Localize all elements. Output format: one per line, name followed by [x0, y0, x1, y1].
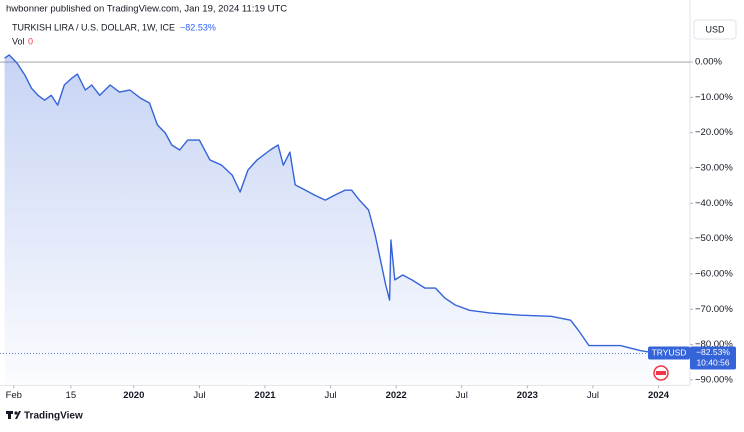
currency-box[interactable] [693, 19, 737, 40]
vol-value: 0 [28, 36, 33, 46]
x-tick-label: Jul [193, 390, 205, 401]
x-tick-label: 15 [66, 390, 77, 401]
y-tick-label: −60.00% [695, 268, 733, 279]
x-tick-label: 2023 [517, 390, 538, 401]
x-tick-label: 2024 [648, 390, 670, 401]
y-tick-label: −70.00% [695, 304, 733, 315]
y-tick-label: 0.00% [695, 57, 722, 68]
legend-change: −82.53% [180, 22, 216, 32]
y-tick-label: −20.00% [695, 127, 733, 138]
flag-icon-band [656, 371, 666, 375]
price-line [4, 54, 666, 355]
vol-label: Vol [12, 36, 25, 46]
y-tick-label: −90.00% [695, 374, 733, 385]
footer-brand: TradingView [24, 411, 83, 422]
publish-header: hwbonner published on TradingView.com, J… [6, 4, 287, 15]
price-tag [690, 346, 736, 370]
currency: USD [705, 24, 725, 34]
x-tick-label: 2021 [254, 390, 276, 401]
x-tick-label: 2020 [123, 390, 144, 401]
y-tick-label: −80.00% [695, 339, 733, 350]
x-tick-label: Jul [587, 390, 599, 401]
y-tick-label: −40.00% [695, 198, 733, 209]
symbol-tag [648, 346, 690, 360]
x-tick-label: Feb [6, 390, 22, 401]
area-fill [4, 55, 666, 384]
footer-logo [6, 411, 21, 419]
x-tick-label: Jul [456, 390, 468, 401]
symbol-tag-text: TRYUSD [652, 348, 687, 358]
y-tick-label: −30.00% [695, 163, 733, 174]
y-tick-label: −10.00% [695, 92, 733, 103]
x-tick-label: 2022 [386, 390, 407, 401]
y-tick-label: −50.00% [695, 233, 733, 244]
x-tick-label: Jul [324, 390, 336, 401]
symbol-title: TURKISH LIRA / U.S. DOLLAR, 1W, ICE [12, 22, 175, 32]
price-tag-value: −82.53% [696, 347, 730, 357]
price-tag-time: 10:40:56 [696, 358, 729, 368]
